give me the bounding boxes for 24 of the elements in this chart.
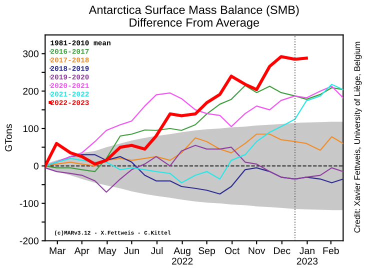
x-tick-label: Aug 2022 bbox=[172, 247, 193, 265]
x-tick-label: Oct bbox=[225, 247, 240, 254]
x-tick-label: Mar bbox=[50, 247, 66, 254]
x-tick-label: Dec bbox=[274, 247, 290, 254]
x-tick-label: Nov bbox=[248, 247, 266, 254]
x-tick-label: Feb bbox=[323, 247, 339, 254]
x-tick-label: Apr bbox=[74, 247, 90, 256]
x-tick-label: Sep bbox=[198, 247, 216, 256]
y-tick-label: -200 bbox=[20, 237, 39, 244]
y-axis-title: GTons bbox=[5, 124, 12, 152]
y-tick-label: 300 bbox=[23, 50, 39, 58]
line-series bbox=[45, 55, 308, 168]
chart-title: Antarctica Surface Mass Balance (SMB) Difference From Average bbox=[88, 5, 299, 30]
line-series bbox=[45, 144, 344, 193]
y-tick-label: 0 bbox=[34, 162, 39, 170]
x-tick-label: Jan 2023 bbox=[296, 247, 318, 265]
y-tick-label: -100 bbox=[20, 200, 39, 207]
line-series bbox=[45, 134, 344, 166]
x-tick-label: May bbox=[98, 247, 116, 256]
y-tick-label: 200 bbox=[23, 88, 39, 95]
x-tick-label: Jul bbox=[150, 247, 163, 254]
text: Credit: Xavier Fettweis, University of Liège, Belgium bbox=[354, 42, 362, 233]
x-tick-label: Jun bbox=[124, 247, 139, 254]
y-tick-label: 100 bbox=[23, 125, 39, 132]
